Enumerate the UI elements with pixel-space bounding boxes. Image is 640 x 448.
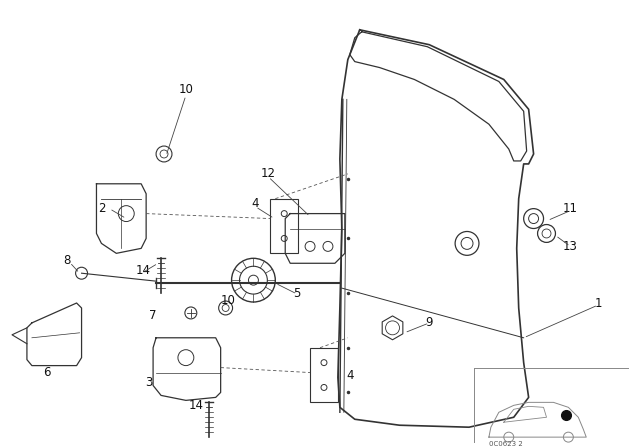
Text: 4: 4 [346, 369, 353, 382]
Text: 13: 13 [563, 240, 578, 253]
Text: 7: 7 [149, 310, 157, 323]
Text: 6: 6 [43, 366, 51, 379]
Text: 2: 2 [98, 202, 105, 215]
Text: 9: 9 [426, 316, 433, 329]
Text: 10: 10 [221, 293, 236, 306]
Text: 1: 1 [595, 297, 602, 310]
Text: 0C0623 2: 0C0623 2 [489, 441, 523, 447]
Text: 11: 11 [563, 202, 578, 215]
Text: 4: 4 [252, 197, 259, 210]
Text: 3: 3 [145, 376, 153, 389]
Text: 14: 14 [136, 264, 150, 277]
Text: 12: 12 [261, 168, 276, 181]
Text: 5: 5 [294, 287, 301, 300]
Text: 8: 8 [63, 254, 70, 267]
Text: 14: 14 [188, 399, 204, 412]
Text: 10: 10 [179, 83, 193, 96]
